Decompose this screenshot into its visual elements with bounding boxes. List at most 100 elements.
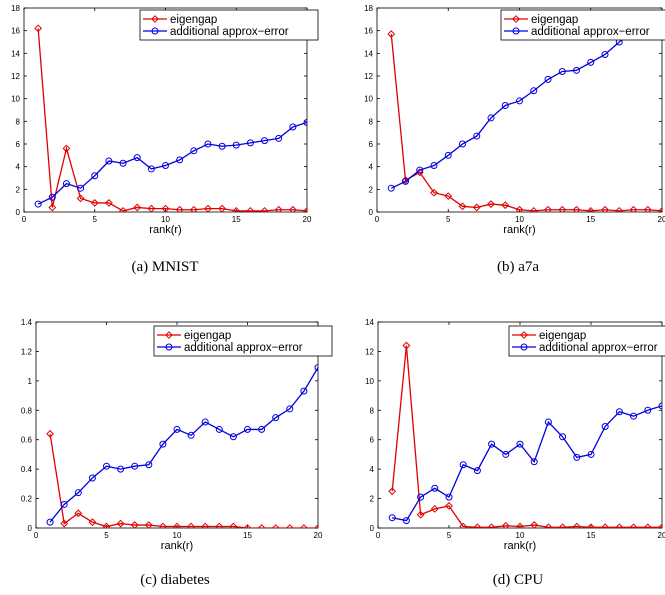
eigengap-point bbox=[601, 523, 610, 528]
eigengap-point bbox=[430, 504, 439, 513]
approx-error-point bbox=[162, 162, 169, 170]
y-tick-label: 0.4 bbox=[21, 465, 33, 474]
approx-error-point bbox=[573, 453, 581, 461]
eigengap-point bbox=[299, 524, 308, 528]
eigengap-point bbox=[558, 205, 567, 212]
x-axis-label: rank(r) bbox=[503, 224, 535, 236]
x-tick-label: 15 bbox=[243, 531, 252, 540]
y-tick-label: 18 bbox=[11, 4, 20, 13]
legend-label: eigengap bbox=[539, 330, 586, 342]
approx-error-point bbox=[91, 172, 99, 180]
y-tick-label: 16 bbox=[11, 27, 20, 36]
approx-error-point bbox=[388, 514, 396, 522]
approx-error-point bbox=[300, 387, 308, 395]
approx-error-point bbox=[402, 517, 410, 525]
approx-error-point bbox=[431, 484, 439, 492]
approx-error-point bbox=[487, 114, 495, 122]
approx-error-point bbox=[215, 425, 223, 433]
eigengap-point bbox=[572, 205, 581, 212]
approx-error-point bbox=[501, 101, 509, 109]
y-tick-label: 8 bbox=[370, 406, 375, 415]
eigengap-point bbox=[46, 429, 55, 438]
eigengap-point bbox=[587, 523, 595, 528]
approx-error-point bbox=[587, 450, 595, 458]
eigengap-point bbox=[34, 24, 43, 33]
legend-box bbox=[508, 325, 665, 357]
approx-error-point bbox=[558, 67, 566, 75]
y-tick-label: 2 bbox=[370, 495, 375, 504]
approx-error-point bbox=[488, 440, 496, 448]
eigengap-point bbox=[257, 524, 266, 528]
eigengap-point bbox=[204, 204, 212, 212]
subfigure-caption: (a) MNIST bbox=[131, 259, 198, 275]
y-tick-label: 8 bbox=[16, 117, 21, 126]
eigengap-point bbox=[161, 204, 170, 212]
approx-error-point bbox=[272, 414, 280, 422]
legend-label: eigengap bbox=[170, 14, 217, 26]
eigengap-point bbox=[88, 518, 97, 527]
approx-error-point bbox=[204, 140, 212, 148]
eigengap-point bbox=[530, 521, 539, 528]
series-line-approx-error bbox=[49, 367, 318, 523]
series-line-eigengap bbox=[390, 34, 662, 212]
legend-label: eigengap bbox=[184, 330, 231, 342]
approx-error-point bbox=[246, 139, 254, 147]
eigengap-point bbox=[175, 205, 184, 212]
approx-error-point bbox=[289, 123, 297, 131]
legend-box bbox=[153, 325, 333, 357]
approx-error-point bbox=[559, 433, 567, 441]
y-tick-label: 1.2 bbox=[21, 347, 33, 356]
eigengap-point bbox=[643, 523, 652, 528]
y-tick-label: 0.6 bbox=[21, 436, 33, 445]
approx-error-point bbox=[473, 467, 481, 475]
x-tick-label: 0 bbox=[375, 215, 380, 224]
subplot-diabetes: 0 5 10 15 20 0 0.2 0.4 0.6 0.8 1 1.2 1.4 rank(r) eigen… bbox=[21, 318, 333, 588]
legend-marker bbox=[520, 331, 528, 339]
eigengap-point bbox=[544, 523, 553, 528]
series-line-eigengap bbox=[391, 345, 662, 528]
approx-error-point bbox=[644, 406, 652, 414]
y-tick-label: 6 bbox=[370, 436, 375, 445]
y-tick-label: 1.4 bbox=[21, 318, 33, 327]
x-tick-label: 20 bbox=[658, 215, 665, 224]
approx-error-point bbox=[445, 493, 453, 501]
eigengap-point bbox=[487, 523, 496, 528]
x-tick-label: 5 bbox=[447, 531, 452, 540]
eigengap-point bbox=[601, 205, 609, 212]
y-tick-label: 18 bbox=[364, 4, 373, 13]
eigengap-point bbox=[60, 519, 69, 528]
y-tick-label: 14 bbox=[364, 49, 373, 58]
eigengap-point bbox=[615, 206, 624, 212]
approx-error-point bbox=[573, 66, 580, 74]
approx-error-point bbox=[119, 159, 127, 167]
x-tick-label: 10 bbox=[515, 215, 524, 224]
eigengap-point bbox=[643, 205, 652, 212]
approx-error-point bbox=[430, 162, 438, 170]
y-tick-label: 8 bbox=[369, 117, 374, 126]
approx-error-point bbox=[473, 132, 481, 140]
approx-error-point bbox=[658, 402, 662, 410]
approx-error-point bbox=[303, 118, 307, 126]
y-tick-label: 0 bbox=[28, 524, 33, 533]
eigengap-point bbox=[104, 199, 113, 207]
eigengap-point bbox=[314, 524, 318, 528]
series-line-eigengap bbox=[37, 28, 307, 212]
eigengap-point bbox=[529, 206, 538, 212]
eigengap-point bbox=[515, 205, 524, 212]
approx-error-point bbox=[261, 137, 269, 145]
series-line-approx-error bbox=[392, 405, 662, 522]
eigengap-point bbox=[402, 341, 411, 350]
y-tick-label: 4 bbox=[370, 465, 375, 474]
legend-marker bbox=[165, 331, 173, 339]
x-axis-label: rank(r) bbox=[504, 540, 536, 552]
x-tick-label: 15 bbox=[232, 215, 241, 224]
eigengap-point bbox=[558, 523, 567, 528]
approx-error-point bbox=[34, 200, 42, 208]
eigengap-point bbox=[658, 206, 662, 212]
approx-error-point bbox=[88, 474, 96, 482]
y-tick-label: 12 bbox=[365, 347, 374, 356]
